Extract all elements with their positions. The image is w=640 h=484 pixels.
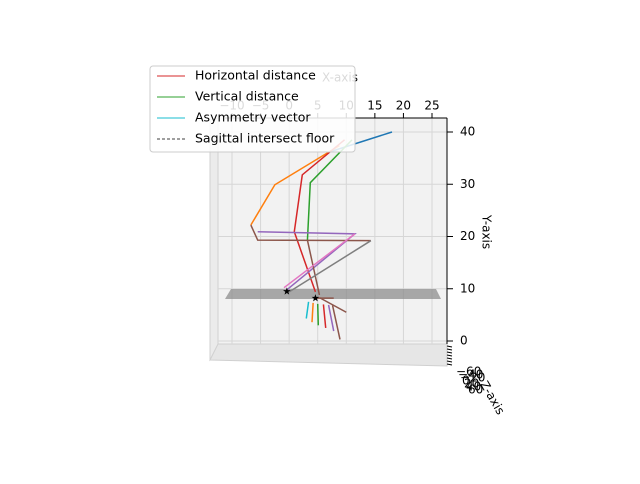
data-line	[306, 239, 321, 296]
z-tick-label: 0	[462, 374, 470, 388]
z-tick-label: −60	[456, 365, 481, 379]
data-line	[327, 304, 335, 332]
data-line	[322, 304, 327, 329]
data-line	[311, 302, 314, 323]
z-tick-mark	[446, 354, 453, 357]
data-line	[288, 240, 372, 293]
data-line	[319, 296, 347, 313]
star-marker	[283, 287, 291, 295]
y-tick-label: 40	[460, 125, 475, 139]
legend-label: Sagittal intersect floor	[195, 131, 335, 146]
left-pane	[209, 117, 219, 362]
z-tick-label: −40	[458, 368, 483, 382]
z-tick-mark	[446, 351, 453, 354]
y-tick-label: 20	[460, 229, 475, 243]
z-tick-mark	[446, 360, 453, 363]
legend-label: Horizontal distance	[195, 68, 316, 83]
x-tick-label: 25	[424, 99, 439, 113]
z-tick-label: 40	[466, 380, 481, 394]
x-tick-label: 20	[396, 99, 411, 113]
data-line	[305, 301, 310, 319]
y-axis-label: Y-axis	[480, 214, 494, 249]
z-tick-label: −20	[460, 371, 485, 385]
z-tick-mark	[446, 357, 453, 360]
z-tick-mark	[446, 348, 453, 351]
y-tick-label: 30	[460, 177, 475, 191]
x-tick-label: 15	[367, 99, 382, 113]
z-tick-label: 60	[468, 383, 483, 397]
data-line	[250, 224, 371, 242]
data-line	[250, 144, 340, 226]
data-line	[283, 233, 356, 289]
data-line	[331, 305, 341, 340]
z-tick-mark	[446, 363, 453, 366]
y-tick-label: 10	[460, 281, 475, 295]
legend-label: Asymmetry vector	[195, 110, 311, 125]
star-marker	[311, 294, 320, 302]
data-line	[293, 139, 346, 293]
data-line	[316, 303, 320, 326]
legend-box	[149, 65, 356, 153]
data-line	[306, 139, 353, 241]
z-tick-mark	[446, 345, 453, 348]
legend-label: Vertical distance	[195, 89, 299, 104]
legend: Horizontal distance Vertical distance Asym…	[149, 65, 356, 153]
y-tick-label: 0	[460, 334, 468, 348]
z-axis-label: Z-axis	[477, 378, 507, 417]
z-tick-label: 20	[464, 377, 479, 391]
floor-plane	[225, 289, 441, 299]
floor-pane	[209, 343, 448, 367]
